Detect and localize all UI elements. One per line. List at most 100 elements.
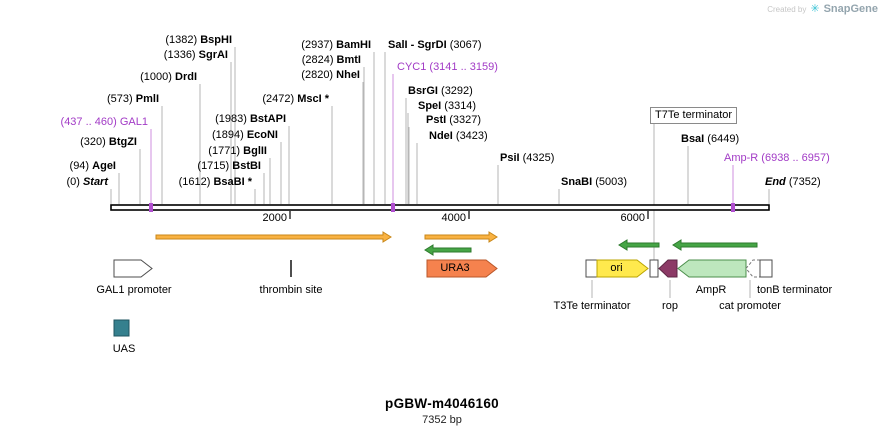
site-label-bsai[interactable]: BsaI (6449) <box>681 133 739 145</box>
watermark: Created by ✳ SnapGene <box>767 3 878 15</box>
site-position: (3327) <box>446 114 482 126</box>
feature-label-t3te-terminator: T3Te terminator <box>553 300 631 312</box>
gal1-primer-tick <box>149 203 153 212</box>
site-name: AgeI <box>92 160 116 172</box>
site-label-bsabi[interactable]: (1612) BsaBI * <box>179 176 252 188</box>
site-position: (1612) <box>178 176 214 188</box>
orf-arrow-5 <box>672 239 758 251</box>
site-position: (573) <box>107 93 136 105</box>
boxed-label-t7te-terminator[interactable]: T7Te terminator <box>650 107 738 124</box>
orf-arrow-4 <box>618 239 660 251</box>
plasmid-backbone[interactable] <box>110 204 770 211</box>
cyc1-primer-tick <box>391 203 395 212</box>
orf-arrow-3 <box>424 244 472 256</box>
site-label-drdi[interactable]: (1000) DrdI <box>140 71 197 83</box>
site-name: BmtI <box>336 54 361 66</box>
scale-label-6000: 6000 <box>620 212 645 224</box>
site-label-sali-sgrdi[interactable]: SalI - SgrDI (3067) <box>388 39 482 51</box>
feature-label-uas: UAS <box>112 343 136 355</box>
site-name: MscI * <box>297 93 329 105</box>
site-label-bstapi[interactable]: (1983) BstAPI <box>215 113 286 125</box>
site-label-msci[interactable]: (2472) MscI * <box>262 93 329 105</box>
site-position: (6449) <box>704 133 740 145</box>
site-position: (1336) <box>163 49 199 61</box>
orf-arrow-1 <box>155 231 392 243</box>
site-name: PmlI <box>135 93 159 105</box>
ori-feature[interactable] <box>596 259 649 278</box>
feature-label-thrombin-site: thrombin site <box>259 284 323 296</box>
site-label-amp-r[interactable]: Amp-R (6938 .. 6957) <box>724 152 830 164</box>
site-label-nhei[interactable]: (2820) NheI <box>301 69 360 81</box>
site-label-sgrai[interactable]: (1336) SgrAI <box>164 49 228 61</box>
site-label-gal1[interactable]: (437 .. 460) GAL1 <box>61 116 148 128</box>
site-position: (3314) <box>441 100 477 112</box>
gal1-promoter-feature[interactable] <box>113 259 153 278</box>
site-position: (3292) <box>437 85 473 97</box>
cat-promoter-feature[interactable] <box>745 259 761 278</box>
site-name: Start <box>82 176 108 188</box>
site-name: BglII <box>243 145 267 157</box>
uas-feature[interactable] <box>113 319 130 337</box>
site-name: EcoNI <box>246 129 278 141</box>
site-name: BsrGI <box>408 85 438 97</box>
site-label-econi[interactable]: (1894) EcoNI <box>212 129 278 141</box>
site-position: (1894) <box>211 129 247 141</box>
site-label-btgzi[interactable]: (320) BtgZI <box>80 136 137 148</box>
site-name: SalI - SgrDI <box>388 39 447 51</box>
site-name: CYC1 <box>397 61 427 73</box>
scale-label-4000: 4000 <box>441 212 466 224</box>
site-label-psii[interactable]: PsiI (4325) <box>500 152 554 164</box>
site-label-psti[interactable]: PstI (3327) <box>426 114 481 126</box>
site-label-spei[interactable]: SpeI (3314) <box>418 100 476 112</box>
site-label-snabi[interactable]: SnaBI (5003) <box>561 176 627 188</box>
watermark-created-by-text: Created by <box>767 4 807 14</box>
site-label-start[interactable]: (0) Start <box>66 176 108 188</box>
ampr-feature[interactable] <box>677 259 747 278</box>
site-label-agei[interactable]: (94) AgeI <box>70 160 116 172</box>
ura3-feature[interactable] <box>426 259 498 278</box>
site-label-end[interactable]: End (7352) <box>765 176 821 188</box>
feature-label-rop: rop <box>662 300 678 312</box>
site-position: (1382) <box>165 34 201 46</box>
site-label-bsphi[interactable]: (1382) BspHI <box>165 34 232 46</box>
rop-feature[interactable] <box>658 259 678 278</box>
site-position: (6938 .. 6957) <box>758 152 830 164</box>
ori-inline-label: ori <box>610 262 623 274</box>
tonb-terminator-feature[interactable] <box>759 259 773 278</box>
orf-arrow-2 <box>424 231 498 243</box>
site-position: (94) <box>69 160 93 172</box>
site-label-cyc1[interactable]: CYC1 (3141 .. 3159) <box>397 61 498 73</box>
site-name: NheI <box>336 69 360 81</box>
ura3-inline-label: URA3 <box>440 262 470 274</box>
site-name: GAL1 <box>119 116 148 128</box>
site-name: BspHI <box>200 34 232 46</box>
site-label-bmti[interactable]: (2824) BmtI <box>302 54 361 66</box>
site-position: (1771) <box>208 145 244 157</box>
site-name: DrdI <box>175 71 197 83</box>
site-label-pmli[interactable]: (573) PmlI <box>107 93 159 105</box>
site-name: BsaBI * <box>213 176 252 188</box>
site-label-bglii[interactable]: (1771) BglII <box>208 145 267 157</box>
site-name: SpeI <box>418 100 442 112</box>
site-position: (3141 .. 3159) <box>426 61 498 73</box>
scale-label-2000: 2000 <box>262 212 287 224</box>
site-label-ndei[interactable]: NdeI (3423) <box>429 130 488 142</box>
site-label-bstbi[interactable]: (1715) BstBI <box>197 160 261 172</box>
site-name: End <box>765 176 786 188</box>
site-name: PstI <box>426 114 447 126</box>
site-label-bamhi[interactable]: (2937) BamHI <box>301 39 371 51</box>
plasmid-size: 7352 bp <box>422 414 462 426</box>
site-label-bsrgi[interactable]: BsrGI (3292) <box>408 85 473 97</box>
site-position: (3423) <box>452 130 488 142</box>
plasmid-name: pGBW-m4046160 <box>385 396 499 411</box>
site-position: (7352) <box>785 176 821 188</box>
amp-r-primer-tick <box>731 203 735 212</box>
site-position: (2472) <box>262 93 298 105</box>
site-name: SgrAI <box>198 49 228 61</box>
site-name: SnaBI <box>561 176 593 188</box>
site-position: (5003) <box>592 176 628 188</box>
t7te-terminator-feature[interactable] <box>649 259 659 278</box>
feature-label-ampr: AmpR <box>695 284 727 296</box>
site-name: BamHI <box>336 39 371 51</box>
